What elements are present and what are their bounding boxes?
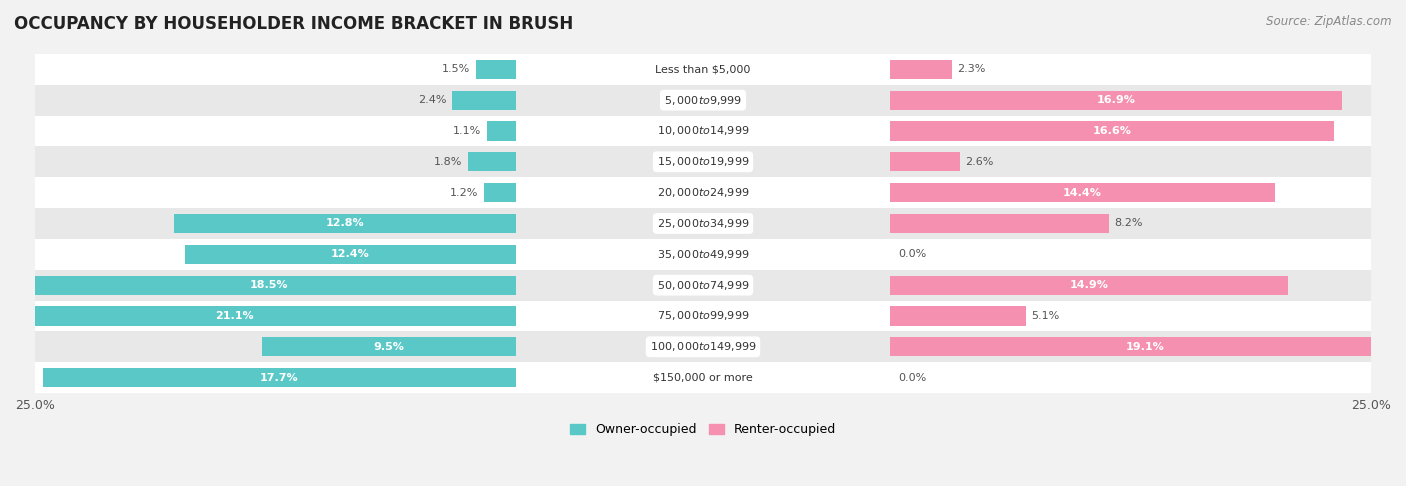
Text: $100,000 to $149,999: $100,000 to $149,999 [650, 340, 756, 353]
Bar [35, 54, 1371, 85]
Text: 12.4%: 12.4% [330, 249, 370, 260]
Bar [890, 276, 1288, 295]
Legend: Owner-occupied, Renter-occupied: Owner-occupied, Renter-occupied [565, 418, 841, 441]
Text: 18.5%: 18.5% [249, 280, 288, 290]
Bar [262, 337, 516, 356]
Text: $75,000 to $99,999: $75,000 to $99,999 [657, 310, 749, 323]
Text: 1.1%: 1.1% [453, 126, 481, 136]
Text: 16.9%: 16.9% [1097, 95, 1135, 105]
Bar [35, 208, 1371, 239]
Bar [35, 146, 1371, 177]
Bar [35, 300, 1371, 331]
Bar [890, 60, 952, 79]
Bar [484, 183, 516, 202]
Text: Less than $5,000: Less than $5,000 [655, 64, 751, 74]
Text: 14.4%: 14.4% [1063, 188, 1102, 198]
Bar [890, 122, 1334, 140]
Bar [35, 331, 1371, 362]
Bar [184, 245, 516, 264]
Bar [0, 307, 516, 326]
Bar [890, 337, 1400, 356]
Text: 17.7%: 17.7% [260, 373, 298, 382]
Bar [890, 307, 1026, 326]
Text: $35,000 to $49,999: $35,000 to $49,999 [657, 248, 749, 261]
Text: 5.1%: 5.1% [1032, 311, 1060, 321]
Text: $5,000 to $9,999: $5,000 to $9,999 [664, 94, 742, 106]
Bar [35, 239, 1371, 270]
Text: 1.8%: 1.8% [434, 157, 463, 167]
Text: 1.2%: 1.2% [450, 188, 478, 198]
Bar [890, 214, 1109, 233]
Text: $20,000 to $24,999: $20,000 to $24,999 [657, 186, 749, 199]
Text: 19.1%: 19.1% [1126, 342, 1164, 352]
Text: 14.9%: 14.9% [1070, 280, 1108, 290]
Text: 2.4%: 2.4% [418, 95, 447, 105]
Text: 12.8%: 12.8% [326, 219, 364, 228]
Bar [21, 276, 516, 295]
Text: $15,000 to $19,999: $15,000 to $19,999 [657, 156, 749, 168]
Bar [890, 183, 1275, 202]
Text: 8.2%: 8.2% [1115, 219, 1143, 228]
Text: $25,000 to $34,999: $25,000 to $34,999 [657, 217, 749, 230]
Bar [35, 362, 1371, 393]
Bar [890, 152, 959, 172]
Bar [451, 90, 516, 110]
Text: 16.6%: 16.6% [1092, 126, 1132, 136]
Text: $10,000 to $14,999: $10,000 to $14,999 [657, 124, 749, 138]
Text: 0.0%: 0.0% [898, 249, 927, 260]
Text: 0.0%: 0.0% [898, 373, 927, 382]
Text: $150,000 or more: $150,000 or more [654, 373, 752, 382]
Bar [44, 368, 516, 387]
Bar [890, 90, 1341, 110]
Bar [475, 60, 516, 79]
Bar [35, 116, 1371, 146]
Text: 2.3%: 2.3% [957, 64, 986, 74]
Bar [486, 122, 516, 140]
Text: 21.1%: 21.1% [215, 311, 253, 321]
Bar [35, 85, 1371, 116]
Text: 1.5%: 1.5% [443, 64, 471, 74]
Bar [174, 214, 516, 233]
Bar [468, 152, 516, 172]
Text: Source: ZipAtlas.com: Source: ZipAtlas.com [1267, 15, 1392, 28]
Text: $50,000 to $74,999: $50,000 to $74,999 [657, 278, 749, 292]
Bar [35, 177, 1371, 208]
Text: 9.5%: 9.5% [374, 342, 405, 352]
Text: OCCUPANCY BY HOUSEHOLDER INCOME BRACKET IN BRUSH: OCCUPANCY BY HOUSEHOLDER INCOME BRACKET … [14, 15, 574, 33]
Text: 2.6%: 2.6% [965, 157, 993, 167]
Bar [35, 270, 1371, 300]
